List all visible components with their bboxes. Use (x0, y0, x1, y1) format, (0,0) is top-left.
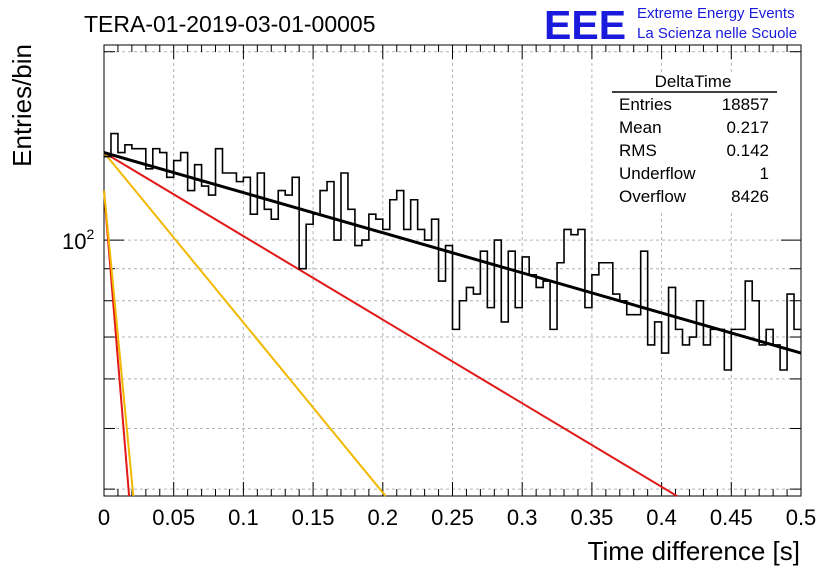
x-tick-label: 0.05 (152, 505, 195, 530)
y-tick-label: 102 (62, 226, 94, 254)
stats-value-underflow: 1 (760, 164, 769, 183)
eee-logo-line2: La Scienza nelle Scuole (637, 25, 797, 42)
component-line (103, 190, 135, 497)
stats-label-rms: RMS (619, 141, 657, 160)
stats-value-mean: 0.217 (726, 118, 769, 137)
x-tick-label: 0.4 (646, 505, 677, 530)
y-axis-label: Entries/bin (7, 44, 37, 167)
stats-value-rms: 0.142 (726, 141, 769, 160)
x-axis-label: Time difference [s] (588, 536, 800, 566)
x-tick-label: 0.5 (786, 505, 817, 530)
x-tick-label: 0.15 (292, 505, 335, 530)
chart-title: TERA-01-2019-03-01-00005 (84, 11, 376, 37)
histogram-outline (104, 132, 801, 371)
stats-label-overflow: Overflow (619, 187, 687, 206)
component-line (103, 151, 387, 497)
y-tick-labels: 102 (62, 226, 94, 254)
x-tick-label: 0.2 (368, 505, 399, 530)
eee-logo-line1: Extreme Energy Events (637, 5, 795, 22)
x-tick-label: 0.1 (228, 505, 259, 530)
eee-logo-text: EEE (544, 2, 626, 48)
histogram (104, 132, 801, 371)
stats-box: DeltaTime Entries 18857 Mean 0.217 RMS 0… (612, 72, 782, 210)
component-line (103, 151, 678, 497)
x-tick-label: 0.35 (570, 505, 613, 530)
stats-label-entries: Entries (619, 95, 672, 114)
x-tick-label: 0.45 (710, 505, 753, 530)
stats-value-overflow: 8426 (731, 187, 769, 206)
x-tick-labels: 0 0.05 0.1 0.15 0.2 0.25 0.3 0.35 0.4 0.45 0.5 (98, 505, 816, 530)
x-tick-label: 0 (98, 505, 110, 530)
x-tick-label: 0.3 (507, 505, 538, 530)
eee-logo: EEE Extreme Energy Events La Scienza nel… (544, 2, 797, 48)
x-tick-label: 0.25 (431, 505, 474, 530)
stats-label-mean: Mean (619, 118, 662, 137)
stats-label-underflow: Underflow (619, 164, 696, 183)
stats-value-entries: 18857 (722, 95, 769, 114)
stats-box-title: DeltaTime (655, 72, 732, 91)
stats-box-bg (612, 72, 782, 210)
